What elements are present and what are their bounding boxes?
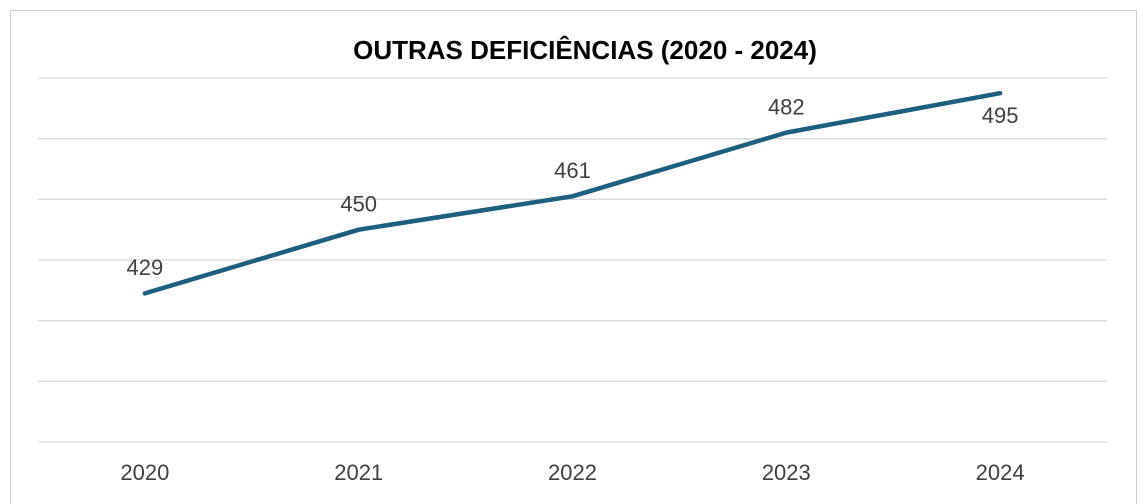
x-tick-label: 2022 bbox=[548, 460, 597, 485]
data-label: 450 bbox=[340, 191, 377, 216]
x-tick-label: 2020 bbox=[120, 460, 169, 485]
x-tick-label: 2021 bbox=[334, 460, 383, 485]
line bbox=[142, 90, 1003, 296]
x-tick-label: 2023 bbox=[762, 460, 811, 485]
chart-border bbox=[10, 10, 1137, 504]
data-label: 495 bbox=[982, 103, 1019, 128]
data-label: 461 bbox=[554, 158, 591, 183]
x-tick-label: 2024 bbox=[976, 460, 1025, 485]
data-label: 482 bbox=[768, 94, 805, 119]
data-label: 429 bbox=[127, 255, 164, 280]
chart-title: OUTRAS DEFICIÊNCIAS (2020 - 2024) bbox=[353, 35, 817, 65]
